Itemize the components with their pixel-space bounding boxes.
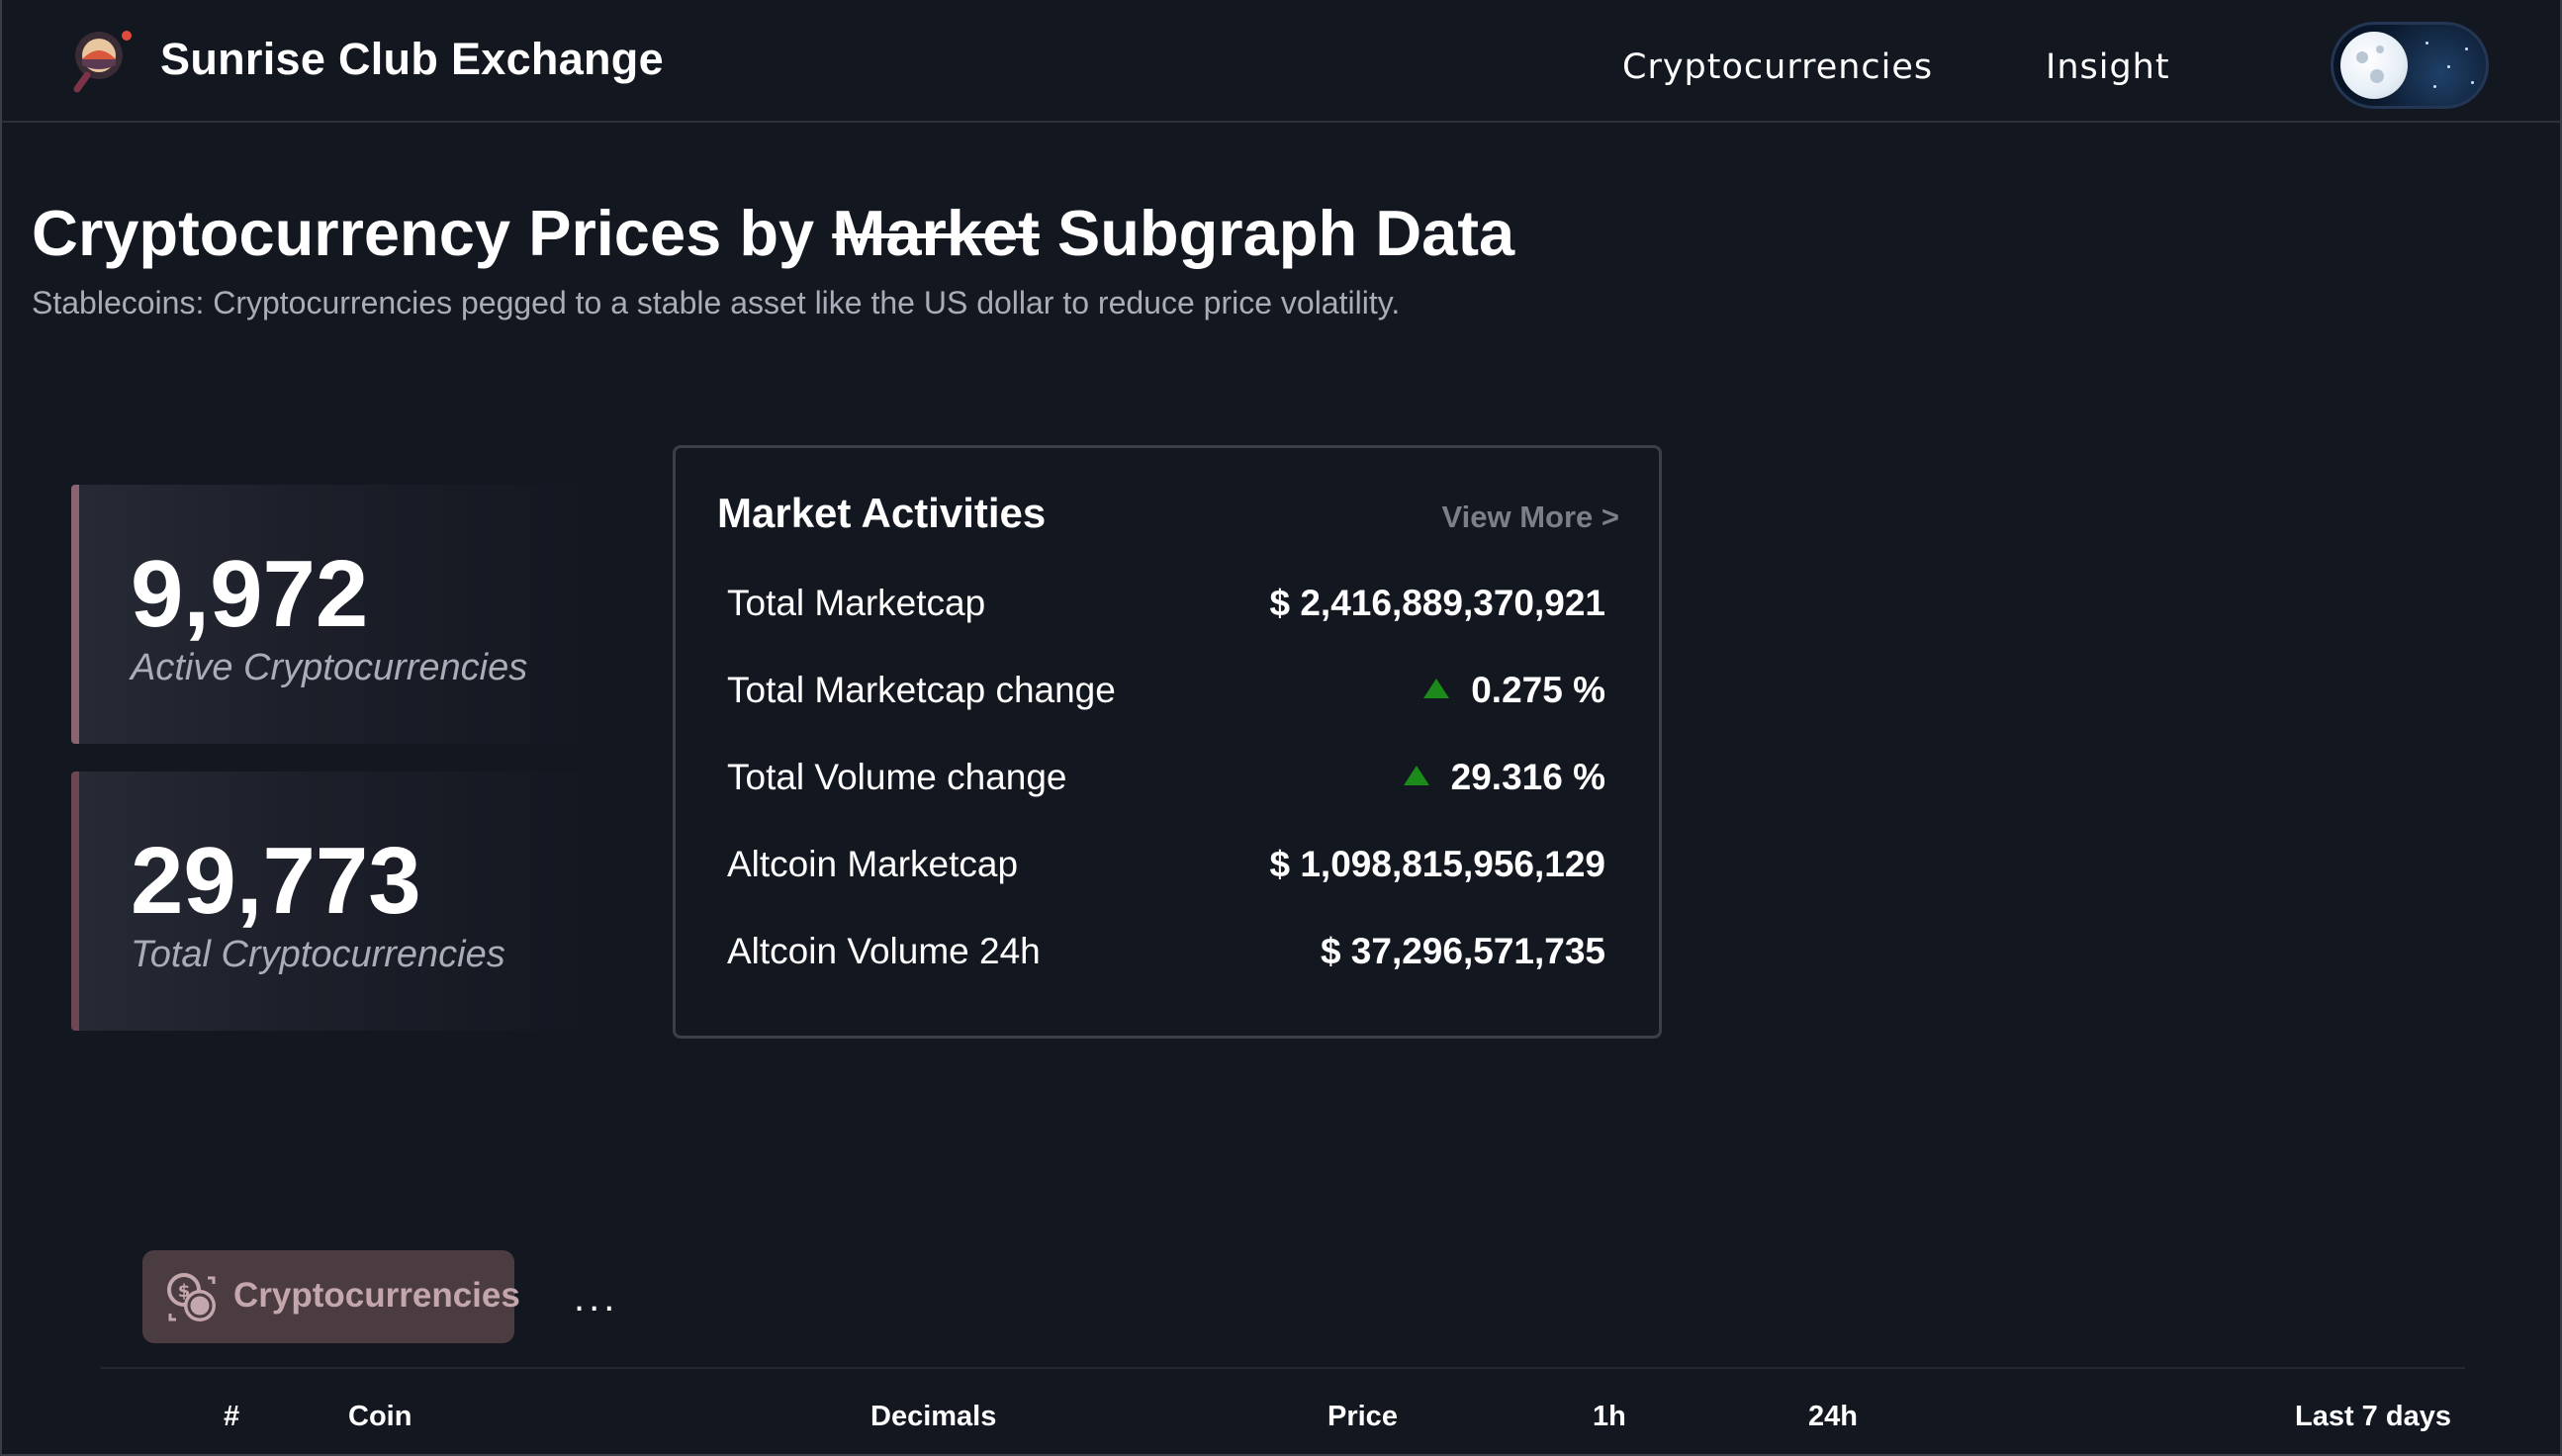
- row-value-wrap: 0.275 %: [1423, 670, 1605, 711]
- stat-value: 9,972: [131, 541, 369, 647]
- logo-icon[interactable]: [71, 28, 137, 103]
- market-row: Altcoin Marketcap $ 1,098,815,956,129: [727, 844, 1605, 903]
- row-label: Total Marketcap: [727, 583, 986, 623]
- stat-value: 29,773: [131, 828, 421, 934]
- view-more-link[interactable]: View More >: [1441, 500, 1619, 534]
- column-header-rank[interactable]: #: [224, 1401, 240, 1432]
- market-row: Total Volume change 29.316 %: [727, 757, 1605, 816]
- tab-cryptocurrencies[interactable]: $ Cryptocurrencies: [142, 1250, 520, 1343]
- panel-title: Market Activities: [717, 490, 1047, 536]
- row-label: Total Marketcap change: [727, 670, 1116, 710]
- triangle-up-icon: [1403, 766, 1429, 786]
- row-label: Altcoin Volume 24h: [727, 931, 1041, 971]
- row-value-wrap: 29.316 %: [1403, 757, 1605, 798]
- market-activities-panel: Market Activities View More > Total Mark…: [673, 445, 1662, 1039]
- row-value: $ 2,416,889,370,921: [1269, 583, 1606, 623]
- market-row: Altcoin Volume 24h $ 37,296,571,735: [727, 931, 1605, 990]
- stat-card-total: 29,773 Total Cryptocurrencies: [71, 772, 595, 1031]
- tab-label: Cryptocurrencies: [233, 1276, 520, 1315]
- row-label: Altcoin Marketcap: [727, 844, 1019, 884]
- column-header-last-7-days[interactable]: Last 7 days: [2295, 1401, 2451, 1432]
- title-part-1: Cryptocurrency Prices by: [32, 197, 833, 269]
- page-subtitle: Stablecoins: Cryptocurrencies pegged to …: [32, 285, 1401, 320]
- table-divider: [101, 1367, 2465, 1369]
- stat-card-active: 9,972 Active Cryptocurrencies: [71, 485, 595, 744]
- coins-exchange-icon: $: [167, 1273, 216, 1321]
- top-nav-bar: Sunrise Club Exchange Cryptocurrencies I…: [2, 0, 2560, 123]
- row-value: 29.316 %: [1450, 757, 1605, 797]
- title-struck-word: Market: [832, 197, 1040, 269]
- nav-cryptocurrencies[interactable]: Cryptocurrencies: [1622, 47, 1934, 87]
- row-value: $ 1,098,815,956,129: [1269, 844, 1606, 884]
- column-header-1h[interactable]: 1h: [1593, 1401, 1626, 1432]
- market-row: Total Marketcap change 0.275 %: [727, 670, 1605, 729]
- row-value: 0.275 %: [1471, 670, 1605, 710]
- brand-name[interactable]: Sunrise Club Exchange: [160, 34, 664, 84]
- more-tabs-button[interactable]: ...: [574, 1276, 619, 1320]
- column-header-24h[interactable]: 24h: [1808, 1401, 1858, 1432]
- column-header-coin[interactable]: Coin: [348, 1401, 412, 1432]
- market-row: Total Marketcap $ 2,416,889,370,921: [727, 583, 1605, 642]
- column-header-decimals[interactable]: Decimals: [870, 1401, 997, 1432]
- stat-label: Total Cryptocurrencies: [131, 934, 505, 975]
- row-value: $ 37,296,571,735: [1320, 931, 1605, 971]
- page-title: Cryptocurrency Prices by Market Subgraph…: [32, 196, 1514, 270]
- moon-icon: [2340, 32, 2408, 99]
- theme-toggle[interactable]: [2331, 22, 2489, 109]
- stat-label: Active Cryptocurrencies: [131, 647, 528, 688]
- column-header-price[interactable]: Price: [1327, 1401, 1398, 1432]
- triangle-up-icon: [1423, 679, 1450, 699]
- title-part-2: Subgraph Data: [1039, 197, 1515, 269]
- row-label: Total Volume change: [727, 757, 1067, 797]
- nav-insight[interactable]: Insight: [2046, 47, 2170, 87]
